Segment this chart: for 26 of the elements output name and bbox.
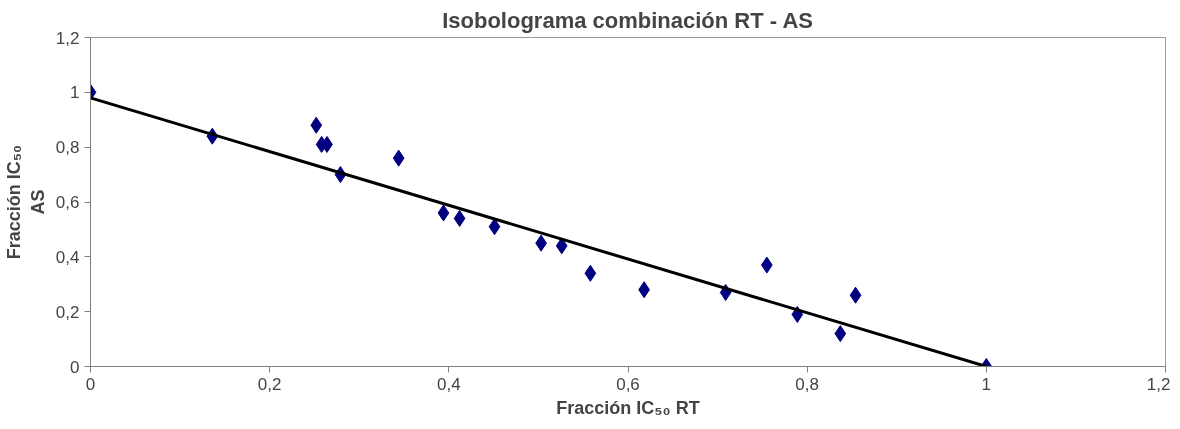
- x-tick-label: 0: [85, 374, 96, 394]
- y-tick-label: 0,4: [55, 247, 80, 267]
- x-tick-label: 0,4: [437, 374, 461, 394]
- y-tick-label: 0,2: [55, 302, 80, 322]
- x-axis-title: Fracción IC₅₀ RT: [556, 397, 700, 418]
- x-tick-label: 0,6: [616, 374, 640, 394]
- point: [555, 237, 568, 255]
- chart-title: Isobolograma combinación RT - AS: [442, 7, 813, 33]
- y-tick-label: 1: [70, 83, 80, 103]
- x-tick-label: 0,8: [795, 374, 819, 394]
- y-tick-label: 0,6: [55, 193, 80, 212]
- x-tick-label: 0,2: [257, 374, 282, 394]
- point: [310, 116, 323, 134]
- y-tick-label: 0,8: [55, 138, 80, 158]
- point: [834, 325, 847, 343]
- point: [453, 209, 466, 227]
- point: [392, 149, 405, 167]
- point: [488, 218, 501, 236]
- y-tick-label: 1,2: [55, 28, 80, 48]
- y-tick-label: 0: [70, 357, 80, 377]
- point: [849, 286, 862, 304]
- y-axis-title: Fracción IC₅₀ AS: [3, 144, 48, 260]
- point: [437, 204, 450, 222]
- point: [584, 264, 597, 282]
- x-tick-label: 1,2: [1146, 374, 1171, 394]
- x-tick-label: 1: [981, 374, 992, 394]
